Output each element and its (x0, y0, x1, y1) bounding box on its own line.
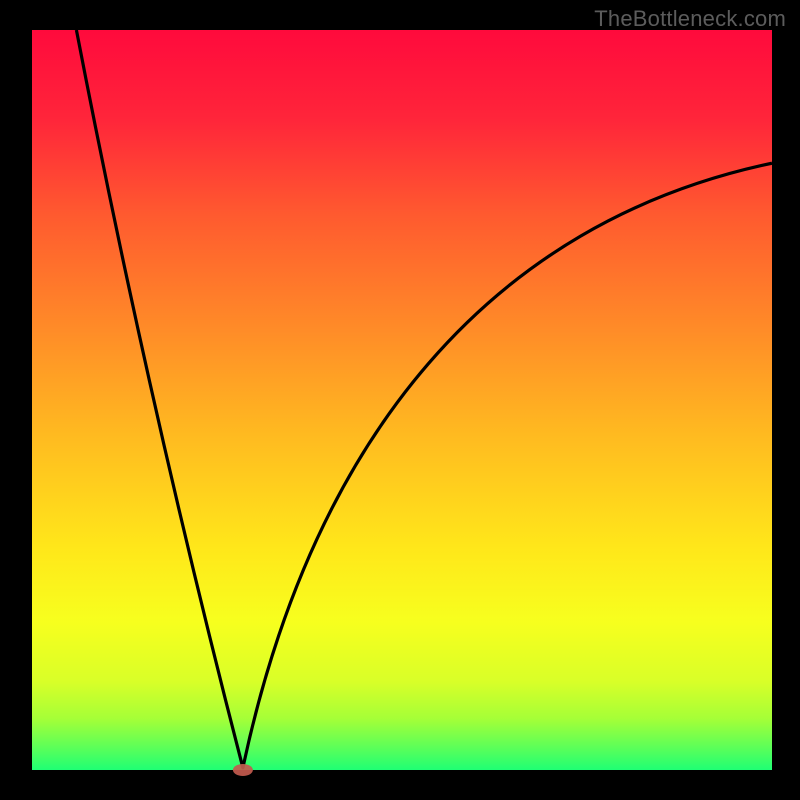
chart-frame: TheBottleneck.com (0, 0, 800, 800)
watermark-text: TheBottleneck.com (594, 6, 786, 32)
bottleneck-curve-chart (0, 0, 800, 800)
plot-background-gradient (32, 30, 772, 770)
minimum-marker (233, 764, 253, 776)
